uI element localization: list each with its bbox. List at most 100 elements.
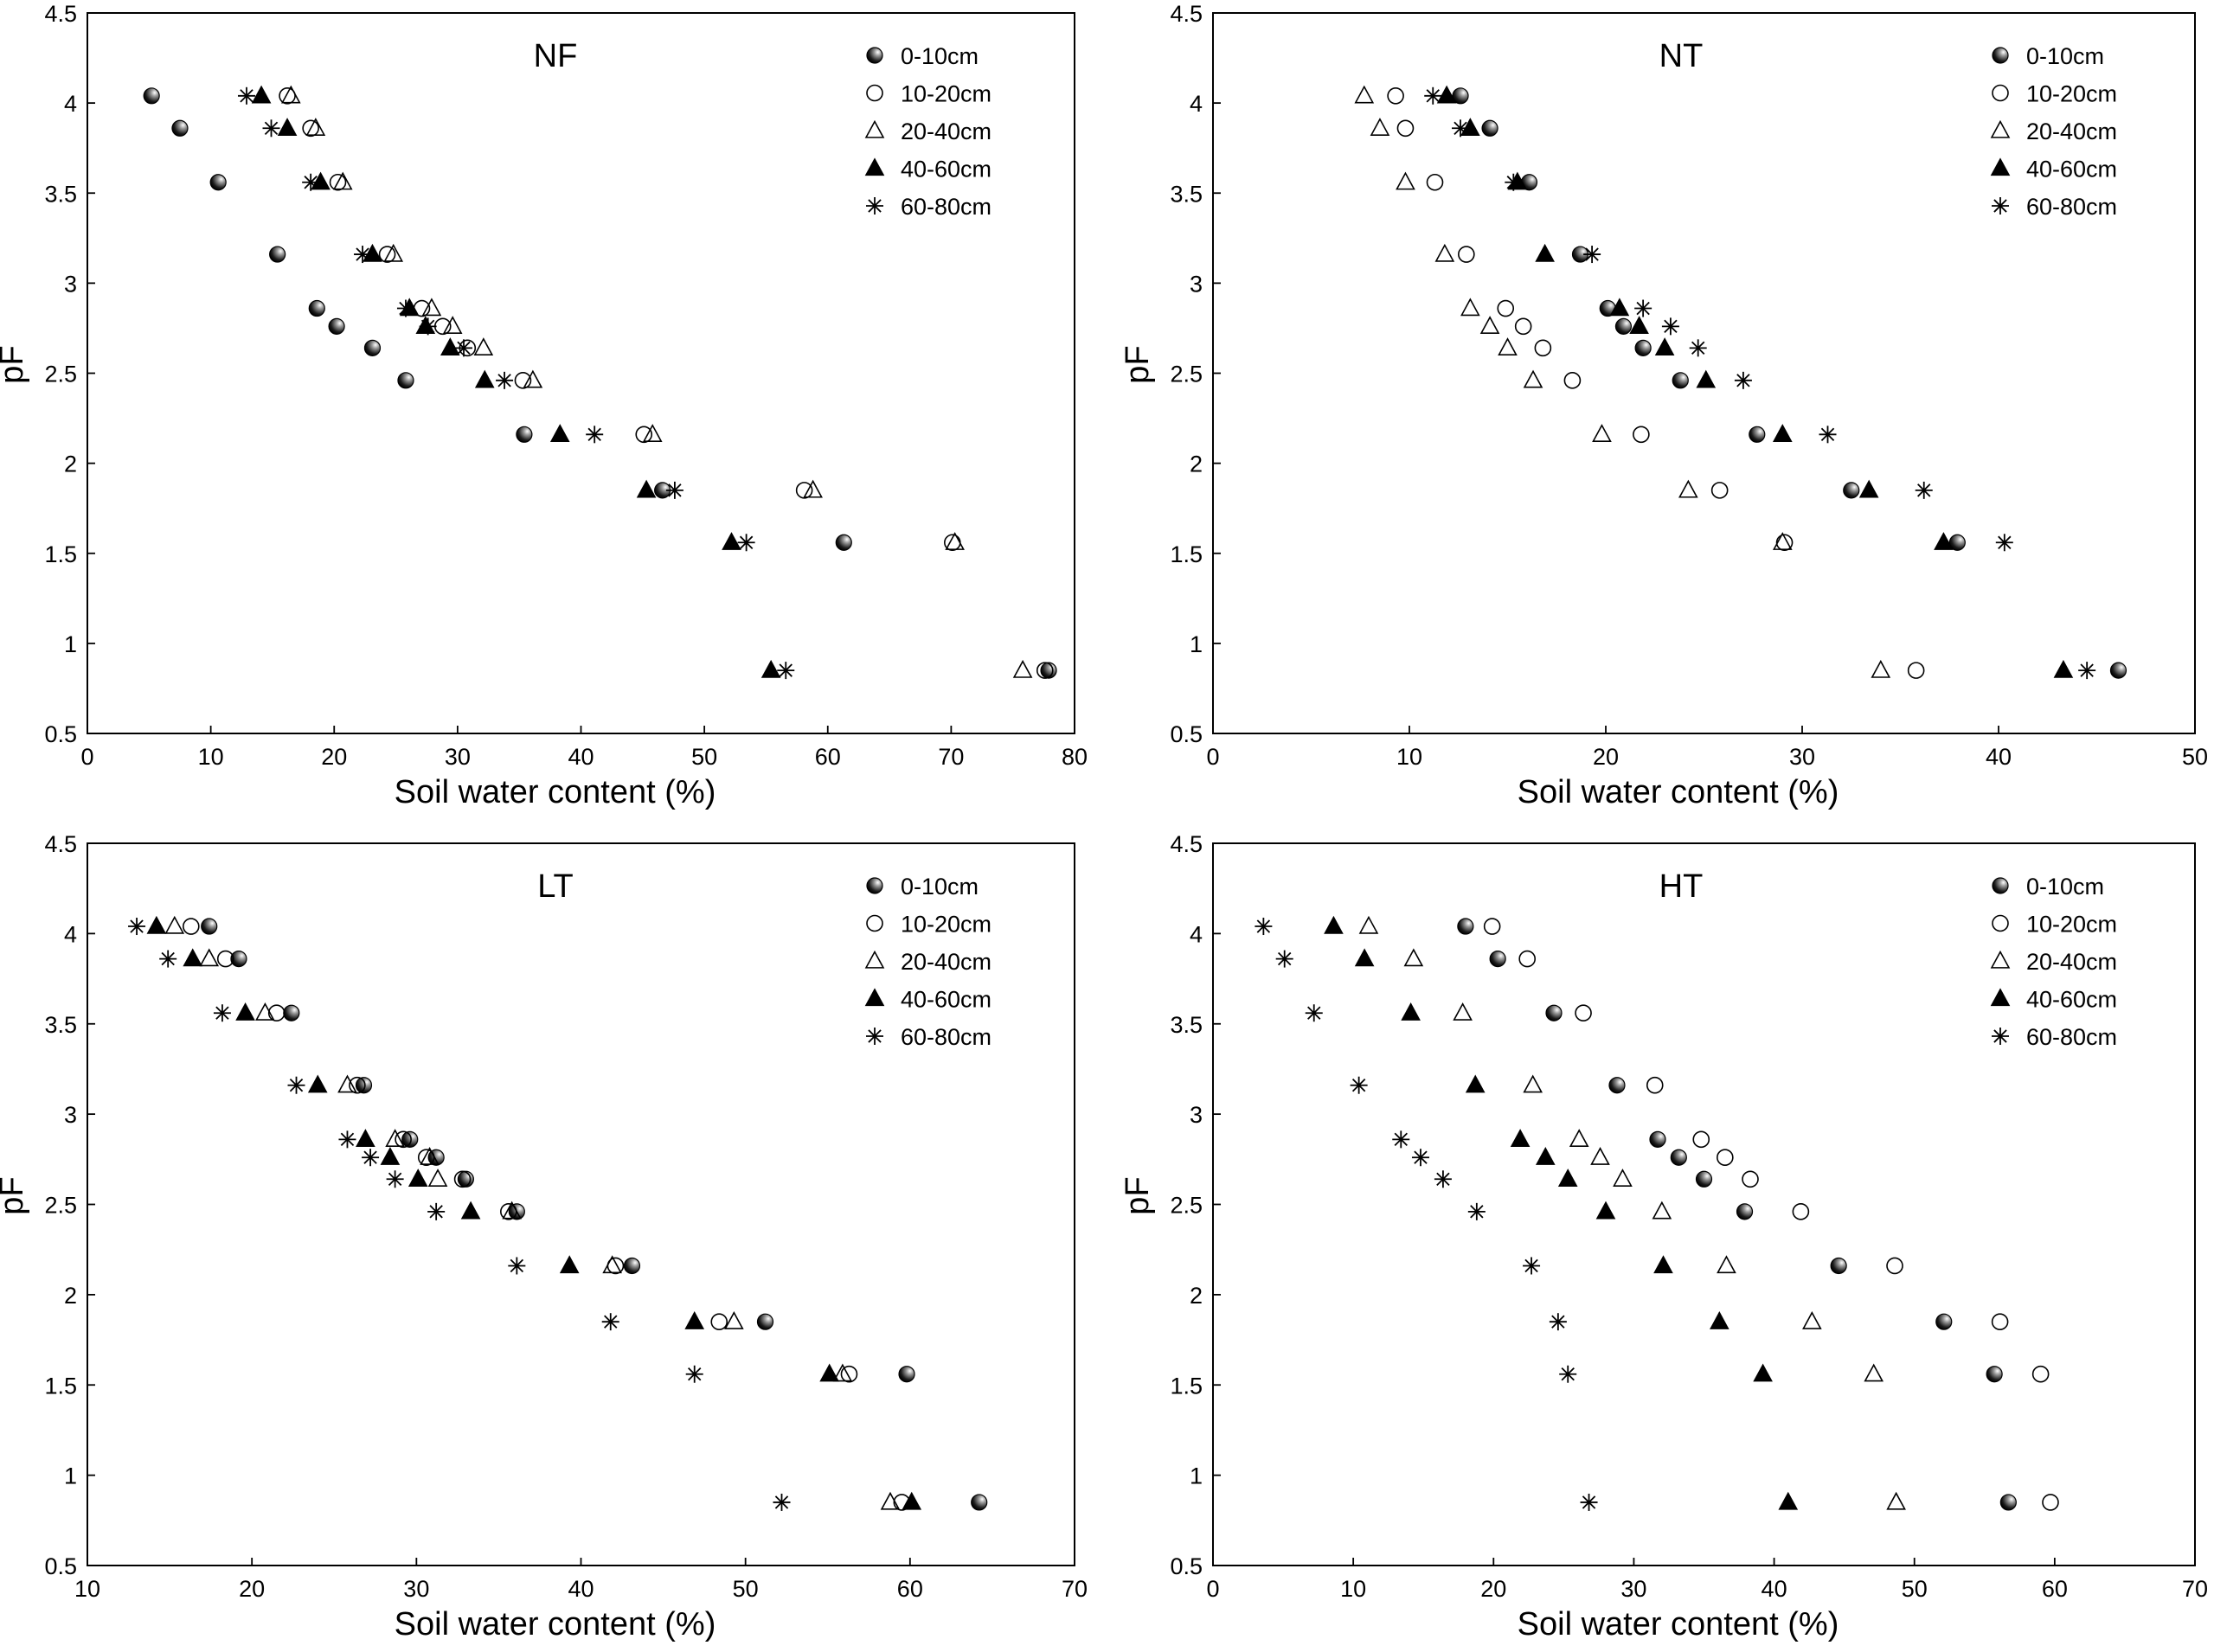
legend-label: 10-20cm	[901, 81, 991, 107]
data-point	[945, 532, 965, 550]
y-tick-label: 2.5	[1170, 362, 1203, 387]
data-point	[642, 424, 663, 442]
data-point	[1654, 337, 1675, 356]
data-point	[1934, 532, 1954, 550]
data-point	[1275, 950, 1293, 968]
y-tick-label: 3	[64, 271, 77, 297]
y-tick-label: 1.5	[1170, 541, 1203, 567]
legend-label: 60-80cm	[2026, 1024, 2117, 1050]
data-point	[1396, 119, 1415, 138]
data-point	[1354, 948, 1375, 967]
data-point	[383, 243, 404, 262]
data-point	[1583, 246, 1601, 264]
data-point	[159, 950, 177, 968]
data-point	[760, 659, 781, 678]
legend-label: 60-80cm	[2026, 194, 2117, 220]
y-tick-label: 0.5	[1170, 721, 1203, 747]
data-point	[1535, 243, 1555, 262]
legend-label: 0-10cm	[2026, 874, 2104, 900]
series-0-10cm	[1452, 87, 2127, 679]
y-tick-label: 4.5	[44, 831, 77, 857]
data-point	[1457, 918, 1474, 935]
x-tick-label: 0	[1206, 744, 1219, 770]
y-tick-label: 3.5	[44, 1012, 77, 1038]
data-point	[255, 1002, 275, 1021]
data-point	[1426, 173, 1444, 191]
y-tick-label: 2.5	[1170, 1193, 1203, 1219]
data-point	[1772, 532, 1793, 550]
x-tick-label: 70	[938, 744, 964, 770]
data-point	[756, 1313, 774, 1330]
data-point	[1792, 1203, 1810, 1220]
data-point	[1489, 950, 1506, 968]
data-point	[724, 1311, 744, 1329]
x-tick-label: 40	[1762, 1576, 1787, 1602]
data-point	[1692, 1130, 1710, 1149]
data-point	[1802, 1311, 1822, 1329]
legend-marker	[864, 119, 885, 138]
y-axis-title: pF	[0, 345, 30, 383]
data-point	[880, 1491, 901, 1510]
data-point	[1749, 426, 1766, 443]
series-60-80cm	[128, 918, 791, 1511]
data-point	[795, 482, 813, 499]
data-point	[1465, 1074, 1486, 1093]
data-point	[1401, 1002, 1421, 1021]
data-point	[665, 481, 683, 499]
data-point	[209, 174, 227, 191]
data-point	[328, 317, 345, 335]
data-point	[1467, 1202, 1486, 1220]
data-point	[1608, 1077, 1626, 1094]
data-point	[307, 1074, 328, 1093]
x-tick-label: 30	[403, 1576, 429, 1602]
data-point	[1678, 479, 1698, 498]
data-point	[737, 534, 755, 552]
data-point	[1710, 482, 1729, 499]
data-point	[1858, 479, 1879, 498]
panel-title: HT	[1659, 868, 1704, 905]
legend-marker	[866, 84, 883, 102]
y-tick-label: 2.5	[44, 1193, 77, 1219]
data-point	[287, 1076, 305, 1094]
panel-title: NF	[534, 38, 578, 74]
data-point	[146, 915, 167, 934]
data-point	[183, 948, 203, 967]
data-point	[1871, 659, 1891, 678]
legend-label: 10-20cm	[2026, 81, 2117, 107]
y-tick-label: 4	[64, 921, 77, 947]
series-60-80cm	[1255, 918, 1598, 1511]
chart-panel-lt: 10 20 30 40 50 60 70 0.5 1 1.5 2 2.5 3 3.5 4 4.5 Soil wa…	[0, 831, 1088, 1642]
data-point	[1595, 1201, 1616, 1220]
x-tick-label: 0	[1206, 1576, 1219, 1602]
data-point	[460, 1201, 481, 1220]
data-point	[1991, 1313, 2009, 1330]
data-point	[1736, 1203, 1754, 1220]
series-40-60cm	[146, 915, 922, 1510]
data-point	[1479, 316, 1500, 335]
data-point	[1549, 1313, 1567, 1331]
data-point	[1886, 1491, 1906, 1510]
x-tick-label: 10	[198, 744, 224, 770]
data-point	[549, 424, 570, 442]
data-point	[1255, 918, 1273, 936]
data-point	[1452, 87, 1469, 105]
y-axis-title: pF	[1120, 345, 1156, 383]
data-point	[420, 1147, 440, 1165]
x-tick-label: 50	[1902, 1576, 1928, 1602]
legend-marker	[864, 950, 885, 969]
legend-marker	[1990, 157, 2011, 176]
series-10-20cm	[1483, 918, 2059, 1511]
data-point	[363, 339, 382, 356]
data-point	[386, 1170, 404, 1188]
legend-label: 0-10cm	[901, 43, 979, 69]
data-point	[235, 1002, 255, 1021]
data-point	[421, 298, 442, 317]
data-point	[1778, 1491, 1799, 1510]
data-point	[514, 372, 532, 389]
y-tick-label: 2.5	[44, 362, 77, 387]
legend: 0-10cm 10-20cm 20-40cm 40-60cm 60-80cm	[1990, 874, 2117, 1050]
legend-label: 40-60cm	[901, 157, 991, 182]
data-point	[2042, 1494, 2059, 1511]
data-point	[559, 1255, 580, 1274]
